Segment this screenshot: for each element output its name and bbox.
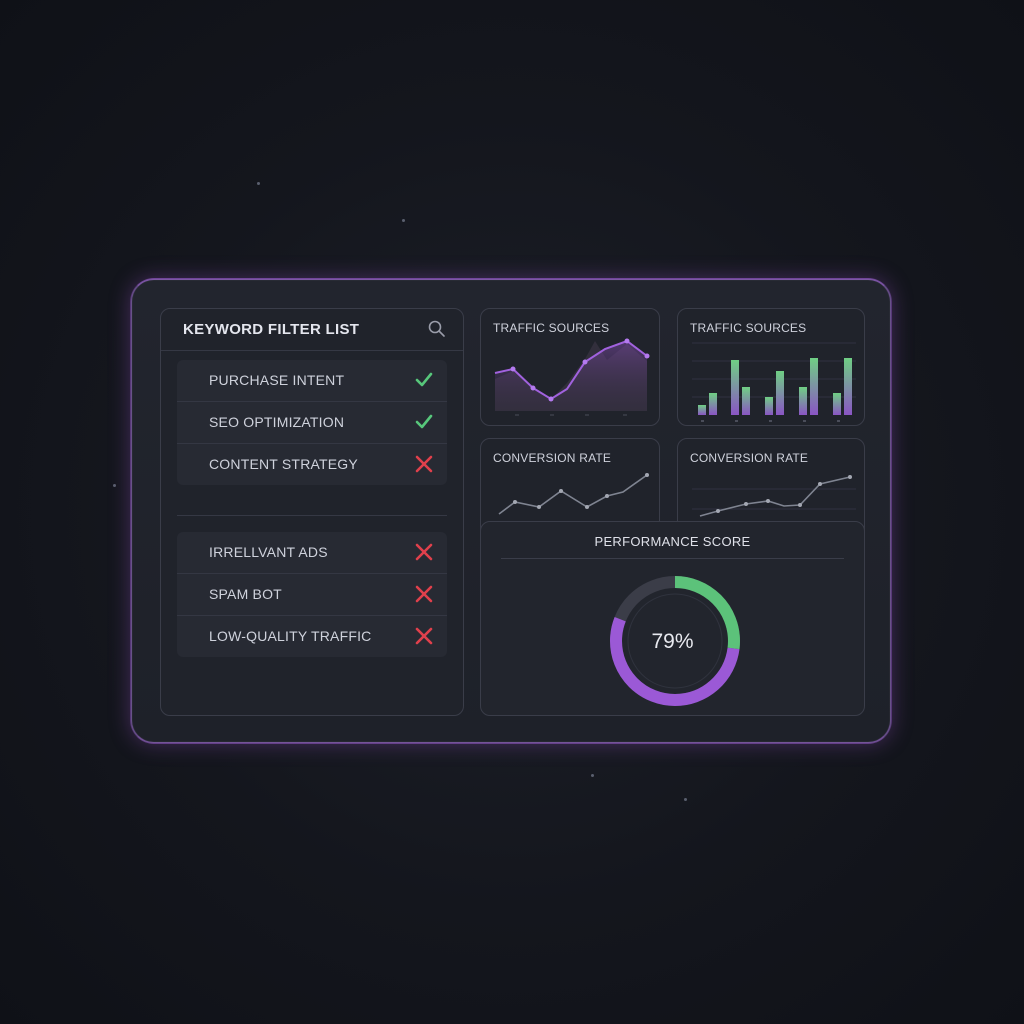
background-particle (684, 798, 687, 801)
check-icon[interactable] (413, 369, 435, 391)
data-point (848, 475, 852, 479)
keyword-label: SPAM BOT (209, 586, 282, 602)
chart-title: TRAFFIC SOURCES (493, 321, 610, 335)
keyword-label: CONTENT STRATEGY (209, 456, 358, 472)
keyword-row[interactable]: IRRELLVANT ADS (177, 532, 447, 574)
axis-tick (769, 420, 772, 422)
data-point (548, 396, 554, 402)
blocked-keyword-group: IRRELLVANT ADS SPAM BOT LOW-QUALITY TRAFFI… (177, 532, 447, 657)
bar-chart-plot (692, 342, 856, 422)
line-chart-plot (498, 473, 649, 515)
keyword-label: LOW-QUALITY TRAFFIC (209, 628, 372, 644)
traffic-sources-area-chart: TRAFFIC SOURCES (480, 308, 660, 426)
chart-title: CONVERSION RATE (690, 451, 809, 465)
area-fill (495, 341, 647, 411)
keyword-label: IRRELLVANT ADS (209, 544, 328, 560)
data-point (644, 353, 650, 359)
bar (844, 358, 852, 415)
performance-gauge (610, 576, 740, 706)
bar (742, 387, 750, 415)
gauge-fill-purple (610, 576, 740, 706)
keyword-row[interactable]: CONTENT STRATEGY (177, 444, 447, 485)
data-point (530, 385, 536, 391)
performance-score-value: 79% (651, 630, 694, 653)
performance-score-title: PERFORMANCE SCORE (594, 534, 751, 549)
data-point (716, 509, 720, 513)
search-icon[interactable] (427, 319, 447, 339)
keyword-row[interactable]: SEO OPTIMIZATION (177, 402, 447, 444)
bar (810, 358, 818, 415)
bar (833, 393, 841, 415)
bar (709, 393, 717, 415)
data-point (585, 505, 589, 509)
bar (799, 387, 807, 415)
traffic-sources-bar-chart: TRAFFIC SOURCES (677, 308, 865, 426)
gauge-fill-green (610, 576, 740, 706)
keyword-filter-panel: KEYWORD FILTER LIST PURCHASE INTENT SEO O… (160, 308, 464, 716)
axis-tick (803, 420, 806, 422)
line-series (699, 476, 851, 517)
keyword-row[interactable]: SPAM BOT (177, 574, 447, 616)
background-particle (402, 219, 405, 222)
bar (698, 405, 706, 415)
background-particle (113, 484, 116, 487)
divider (161, 350, 463, 351)
line-series (498, 474, 648, 515)
data-point (766, 499, 770, 503)
data-point (537, 505, 541, 509)
divider (177, 515, 447, 516)
cross-icon[interactable] (413, 453, 435, 475)
data-point (645, 473, 649, 477)
data-point (559, 489, 563, 493)
divider (501, 558, 844, 559)
line-chart-plot (692, 475, 856, 517)
gauge-inner-ring (627, 593, 723, 689)
data-point (582, 359, 588, 365)
conversion-rate-chart-2: CONVERSION RATE (677, 438, 865, 548)
axis-tick (837, 420, 840, 422)
chart-title: TRAFFIC SOURCES (690, 321, 807, 335)
keyword-label: SEO OPTIMIZATION (209, 414, 345, 430)
area-chart-plot (494, 338, 650, 416)
bar (776, 371, 784, 415)
axis-tick (701, 420, 704, 422)
dashboard-card: KEYWORD FILTER LIST PURCHASE INTENT SEO O… (130, 278, 892, 744)
keyword-filter-title: KEYWORD FILTER LIST (183, 321, 360, 338)
cross-icon[interactable] (413, 541, 435, 563)
allowed-keyword-group: PURCHASE INTENT SEO OPTIMIZATION CONTENT S… (177, 360, 447, 485)
cross-icon[interactable] (413, 625, 435, 647)
cross-icon[interactable] (413, 583, 435, 605)
bar (731, 360, 739, 415)
data-point (798, 503, 802, 507)
data-point (513, 500, 517, 504)
keyword-row[interactable]: PURCHASE INTENT (177, 360, 447, 402)
chart-title: CONVERSION RATE (493, 451, 612, 465)
data-point (605, 494, 609, 498)
bar (765, 397, 773, 415)
data-point (744, 502, 748, 506)
check-icon[interactable] (413, 411, 435, 433)
keyword-row[interactable]: LOW-QUALITY TRAFFIC (177, 616, 447, 657)
data-point (818, 482, 822, 486)
axis-tick (735, 420, 738, 422)
performance-score-panel: PERFORMANCE SCORE 79% (480, 521, 865, 716)
background-particle (257, 182, 260, 185)
area-line (494, 339, 648, 401)
background-particle (591, 774, 594, 777)
data-point (624, 338, 630, 344)
keyword-label: PURCHASE INTENT (209, 372, 345, 388)
data-point (510, 366, 516, 372)
